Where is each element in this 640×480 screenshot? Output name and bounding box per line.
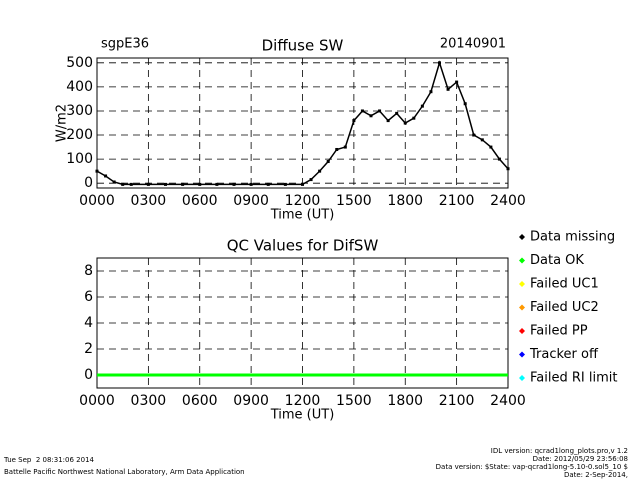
data-point xyxy=(352,119,356,123)
data-point xyxy=(309,178,313,182)
legend-label: Data missing xyxy=(530,230,615,245)
y-tick-label: 200 xyxy=(66,127,93,143)
x-tick-label: 2400 xyxy=(490,393,526,409)
y-tick-label: 300 xyxy=(66,103,93,119)
timestamp: Tue Sep 2 08:31:06 2014 xyxy=(3,456,95,464)
x-tick-label: 0000 xyxy=(79,193,115,209)
data-point xyxy=(104,174,108,178)
plot-frame xyxy=(96,57,509,189)
legend-marker xyxy=(519,257,525,264)
data-point xyxy=(480,138,484,142)
organization: Battelle Pacific Northwest National Labo… xyxy=(4,468,245,476)
x-tick-label: 0900 xyxy=(233,393,269,409)
y-tick-label: 400 xyxy=(66,79,93,95)
station-label: sgpE36 xyxy=(101,37,149,52)
data-point xyxy=(506,167,510,171)
data-point xyxy=(232,182,236,186)
y-axis-label: W/m2 xyxy=(55,104,70,142)
x-tick-label: 0600 xyxy=(182,193,218,209)
y-tick-label: 500 xyxy=(66,55,93,71)
data-point xyxy=(215,182,219,186)
data-point xyxy=(489,145,493,149)
y-tick-label: 6 xyxy=(84,289,93,305)
x-tick-label: 1800 xyxy=(387,193,423,209)
y-tick-label: 100 xyxy=(66,151,93,167)
chart-title: Diffuse SW xyxy=(262,37,344,55)
data-point xyxy=(164,182,167,186)
legend-marker xyxy=(519,351,525,358)
data-point xyxy=(369,114,373,118)
data-date: Date: 2-Sep-2014, xyxy=(564,471,628,479)
x-tick-label: 0600 xyxy=(182,393,218,409)
data-version: Data version: $State: vap-qcrad1long-5.1… xyxy=(436,463,628,471)
data-point xyxy=(429,90,433,94)
data-point xyxy=(95,169,99,173)
data-point xyxy=(403,121,407,125)
x-tick-label: 1800 xyxy=(387,393,423,409)
plot-frame xyxy=(96,257,509,389)
y-tick-label: 2 xyxy=(84,341,93,357)
legend-marker xyxy=(519,375,525,381)
x-tick-label: 1200 xyxy=(285,193,321,209)
data-point xyxy=(198,182,202,186)
data-point xyxy=(112,180,116,184)
legend-marker xyxy=(519,304,525,311)
x-tick-label: 2400 xyxy=(490,193,526,209)
data-point xyxy=(438,61,441,65)
data-point xyxy=(266,182,270,186)
x-tick-label: 0300 xyxy=(131,193,167,209)
y-tick-label: 0 xyxy=(84,175,93,191)
legend-marker xyxy=(519,234,525,240)
data-point xyxy=(335,147,339,151)
data-point xyxy=(121,182,125,186)
legend-label: Failed UC1 xyxy=(530,277,599,292)
y-tick-label: 4 xyxy=(84,315,93,331)
data-point xyxy=(412,116,416,120)
x-tick-label: 0300 xyxy=(131,393,167,409)
legend-label: Failed RI limit xyxy=(530,371,617,386)
x-axis-label: Time (UT) xyxy=(270,408,335,423)
data-point xyxy=(455,80,459,84)
data-point xyxy=(420,104,424,108)
legend-marker xyxy=(519,328,525,334)
data-point xyxy=(472,133,476,137)
data-point xyxy=(463,102,467,106)
x-tick-label: 1200 xyxy=(285,393,321,409)
data-point xyxy=(283,182,287,186)
data-point xyxy=(378,109,382,113)
x-tick-label: 1500 xyxy=(336,393,372,409)
legend-marker xyxy=(519,281,525,287)
data-point xyxy=(146,182,150,186)
x-tick-label: 2100 xyxy=(439,193,475,209)
data-point xyxy=(129,182,133,186)
date-label: 20140901 xyxy=(440,37,506,52)
data-point xyxy=(326,160,330,164)
data-point xyxy=(318,169,322,173)
data-point xyxy=(343,145,347,149)
data-point xyxy=(301,182,304,186)
y-tick-label: 8 xyxy=(84,263,93,279)
legend-label: Data OK xyxy=(530,253,584,268)
data-point xyxy=(181,182,185,186)
chart-title: QC Values for DifSW xyxy=(227,237,379,255)
x-tick-label: 1500 xyxy=(336,193,372,209)
data-point xyxy=(386,119,390,123)
data-point xyxy=(446,87,450,91)
data-point xyxy=(395,111,399,115)
idl-version: IDL version: qcrad1long_plots.pro,v 1.2 xyxy=(491,447,628,455)
x-tick-label: 0000 xyxy=(79,393,115,409)
x-axis-label: Time (UT) xyxy=(270,208,335,223)
data-point xyxy=(497,157,501,161)
legend-label: Failed PP xyxy=(530,324,588,339)
legend-label: Failed UC2 xyxy=(530,300,599,315)
y-tick-label: 0 xyxy=(84,367,93,383)
data-point xyxy=(249,182,253,186)
legend-label: Tracker off xyxy=(529,347,599,362)
idl-date: Date: 2012/05/29 23:56:08 xyxy=(533,455,628,463)
x-tick-label: 0900 xyxy=(233,193,269,209)
data-point xyxy=(360,109,364,113)
x-tick-label: 2100 xyxy=(439,393,475,409)
